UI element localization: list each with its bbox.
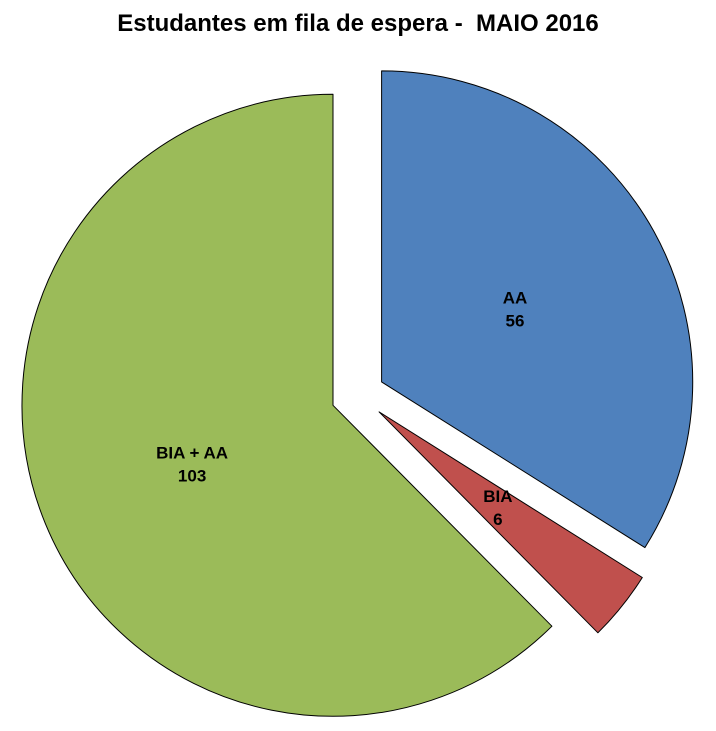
slice-label: BIA 6: [483, 487, 512, 529]
pie-slice-bia-aa: [21, 93, 553, 717]
slice-label: AA 56: [503, 288, 528, 330]
chart-title: Estudantes em fila de espera - MAIO 2016: [117, 10, 599, 37]
slice-label: BIA + AA 103: [156, 443, 228, 485]
pie-slice-bia: [378, 411, 643, 634]
pie-slice-aa: [381, 70, 694, 549]
